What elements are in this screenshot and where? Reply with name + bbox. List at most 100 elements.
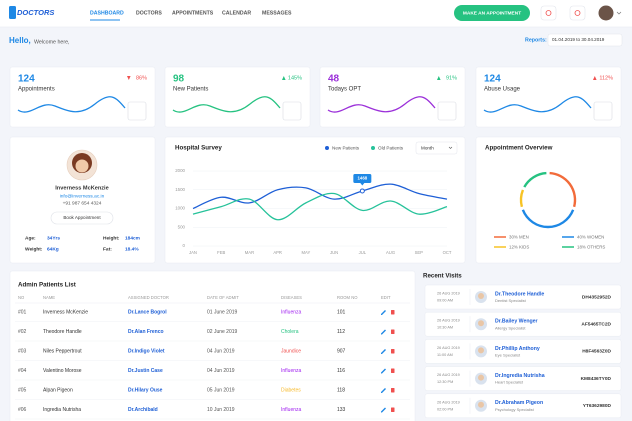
y-tick-label: 2000 [175,168,185,173]
nav-link[interactable]: CALENDAR [222,10,251,16]
icon-button[interactable] [569,5,586,21]
book-appointment-button[interactable] [50,211,114,225]
delete-button[interactable] [391,407,395,413]
icon-button[interactable] [540,5,557,21]
donut-segment [523,171,547,188]
book-appointment-label[interactable]: Book Appointment [63,215,101,220]
table-header: DISEASES [281,295,302,300]
edit-button[interactable] [381,349,386,354]
edit-button[interactable] [381,310,386,315]
visit-date: 26 AUG 2019 [437,319,460,323]
appointment-button[interactable] [454,5,530,21]
nav-link[interactable]: DOCTORS [136,10,162,16]
card-icon [282,101,302,121]
table-header: ROOM NO [337,295,358,300]
stat-value: 124 [18,74,35,85]
highlight-point [359,188,365,194]
admit-date: 10 Jun 2019 [207,407,235,413]
assigned-doctor: Dr.Archibald [128,407,158,413]
doctor-avatar-face [478,293,484,299]
disease: Influenza [281,407,302,413]
assigned-doctor: Dr.Alan Frenco [128,329,164,335]
assigned-doctor: Dr.Justin Case [128,368,163,374]
patient-name: Alpan Pigeon [43,387,73,393]
delete-button[interactable] [391,349,395,354]
legend-label: 30% MEN [509,235,529,240]
patients-title: Admin Patients List [18,282,76,289]
admit-date: 04 Jun 2019 [207,348,235,354]
x-tick-label: MAY [302,250,311,255]
delete-button[interactable] [391,388,395,393]
y-tick-label: 500 [178,224,186,229]
doctor-specialty: Allergy Specialist [495,325,526,330]
fact-label: Fat: [103,246,112,252]
edit-button[interactable] [381,388,386,393]
legend-label: 18% OTHERS [577,245,605,250]
doctor-specialty: Heart Specialist [495,380,524,385]
user-avatar[interactable] [598,5,614,21]
x-tick-label: OCT [443,250,452,255]
legend-label: Old Patients [378,146,404,151]
admit-date: 02 June 2019 [207,329,238,335]
y-tick-label: 1000 [175,206,185,211]
stat-change: 91% [446,75,457,81]
notification-icon[interactable] [545,10,552,16]
doctor-specialty: Dentist Specialist [495,298,527,303]
tooltip-pointer [360,182,365,186]
visit-time: 09:00 AM [437,299,453,303]
trend-arrow [593,76,597,80]
stat-card [475,66,622,128]
notification-icon[interactable] [574,10,581,16]
visit-code: KM8436TY0D [581,376,612,382]
legend-swatch [371,146,375,150]
survey-title: Hospital Survey [175,145,222,152]
period-select[interactable] [415,141,458,155]
table-header: ASSIGNED DOCTOR [128,295,169,300]
fact-value: 18.4% [125,246,139,252]
room-number: 101 [337,309,346,315]
visit-date: 26 AUG 2019 [437,346,460,350]
visit-code: H8F4563Z0D [582,349,611,355]
period-select-label[interactable]: Month [421,146,434,151]
edit-button[interactable] [381,368,386,374]
stat-label: Todays OPT [328,87,361,93]
profile-name: Inverness McKenzie [55,185,108,191]
stat-change: 86% [136,75,147,81]
x-tick-label: SEP [415,250,424,255]
logo-icon [9,6,16,19]
date-range-picker[interactable] [547,33,623,47]
visit-date: 26 AUG 2019 [437,400,460,404]
delete-button[interactable] [391,310,395,315]
visit-time: 12:30 PM [437,380,453,384]
nav-link[interactable]: DASHBOARD [90,10,124,16]
nav-link[interactable]: MESSAGES [262,10,292,16]
table-header: EDIT [381,295,391,300]
x-tick-label: FEB [217,250,225,255]
trend-arrow [282,76,286,80]
visit-code: AF5465TC2D [581,321,611,327]
nav-link[interactable]: APPOINTMENTS [172,10,214,16]
edit-button[interactable] [381,407,386,413]
visit-time: 02:00 PM [437,407,453,411]
row-number: #03 [18,348,27,354]
profile-photo-face [75,159,89,173]
legend-label: New Patients [332,146,360,151]
x-tick-label: MAR [245,250,254,255]
row-number: #06 [18,407,27,413]
tooltip [353,173,372,183]
disease: Influenza [281,309,302,315]
room-number: 112 [337,329,345,335]
user-menu-chevron[interactable] [616,11,622,15]
doctor-name: Dr.Bailey Wenger [495,319,538,325]
visit-card [424,311,622,337]
delete-button[interactable] [391,329,395,335]
edit-button[interactable] [381,329,386,335]
delete-button[interactable] [391,368,395,374]
appointment-button-label[interactable]: MAKE AN APPOINTMENT [463,10,521,16]
date-range[interactable]: 01.04.2019 to 30.04.2019 [552,37,605,42]
period-chevron[interactable] [448,146,453,149]
card-icon [593,101,613,121]
visit-card [424,339,622,364]
card-icon [437,101,457,121]
